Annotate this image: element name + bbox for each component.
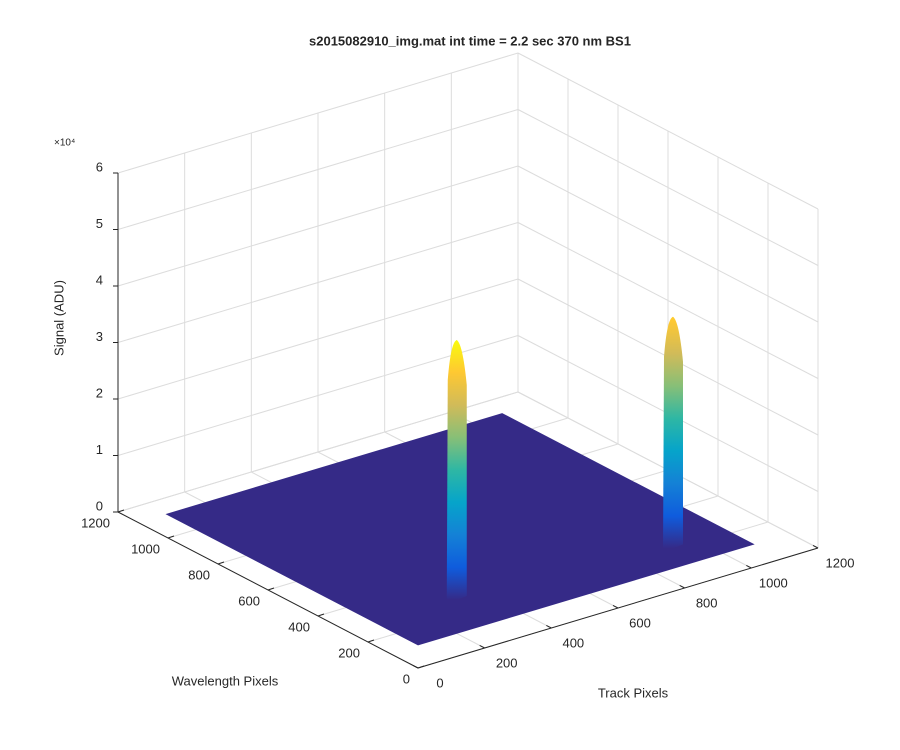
grid-line [517, 165, 819, 323]
y-tick-label: 600 [238, 593, 260, 608]
peak [446, 340, 467, 604]
grid-line [117, 109, 519, 230]
z-tick-label: 6 [96, 159, 103, 174]
x-tick [679, 584, 685, 589]
y-tick-label: 200 [338, 645, 360, 660]
y-tick-label: 1000 [131, 541, 160, 556]
z-tick-label: 4 [96, 272, 103, 287]
x-tick [412, 664, 419, 669]
grid-line [117, 278, 519, 400]
x-tick-label: 1200 [826, 555, 855, 570]
z-exponent-label: ×10⁴ [54, 138, 75, 149]
x-tick [479, 644, 485, 649]
y-tick-label: 800 [188, 567, 210, 582]
x-tick [812, 544, 819, 549]
x-tick-label: 1000 [759, 575, 788, 590]
grid-line [117, 165, 519, 287]
grid-line [117, 52, 519, 174]
x-tick [746, 564, 752, 569]
y-tick-label: 1200 [81, 515, 110, 530]
y-tick [367, 639, 375, 643]
z-axis-label: Signal (ADU) [51, 280, 66, 356]
y-tick [267, 587, 275, 591]
x-tick [612, 604, 619, 609]
z-tick-label: 5 [96, 216, 103, 231]
y-tick [217, 561, 225, 565]
z-tick-label: 0 [96, 498, 103, 513]
grid-line [517, 109, 819, 266]
chart-title: s2015082910_img.mat int time = 2.2 sec 3… [309, 33, 631, 48]
peak [663, 316, 683, 553]
z-tick-label: 2 [96, 385, 103, 400]
y-axis-label: Wavelength Pixels [172, 673, 279, 688]
x-tick-label: 0 [436, 675, 443, 690]
x-tick-label: 200 [496, 655, 518, 670]
z-tick-label: 3 [96, 329, 103, 344]
grid-line [117, 222, 519, 343]
y-tick-label: 400 [288, 619, 310, 634]
x-tick-label: 400 [562, 635, 584, 650]
y-tick [167, 535, 175, 539]
z-tick-label: 1 [96, 442, 103, 457]
y-tick [317, 613, 325, 617]
y-tick [117, 509, 125, 513]
x-tick-label: 600 [629, 615, 651, 630]
x-tick-label: 800 [696, 595, 718, 610]
y-tick [417, 665, 425, 669]
x-axis-label: Track Pixels [598, 685, 669, 700]
y-tick-label: 0 [403, 671, 410, 686]
grid-line [517, 222, 819, 379]
grid-line [517, 52, 819, 210]
x-tick [546, 624, 552, 629]
